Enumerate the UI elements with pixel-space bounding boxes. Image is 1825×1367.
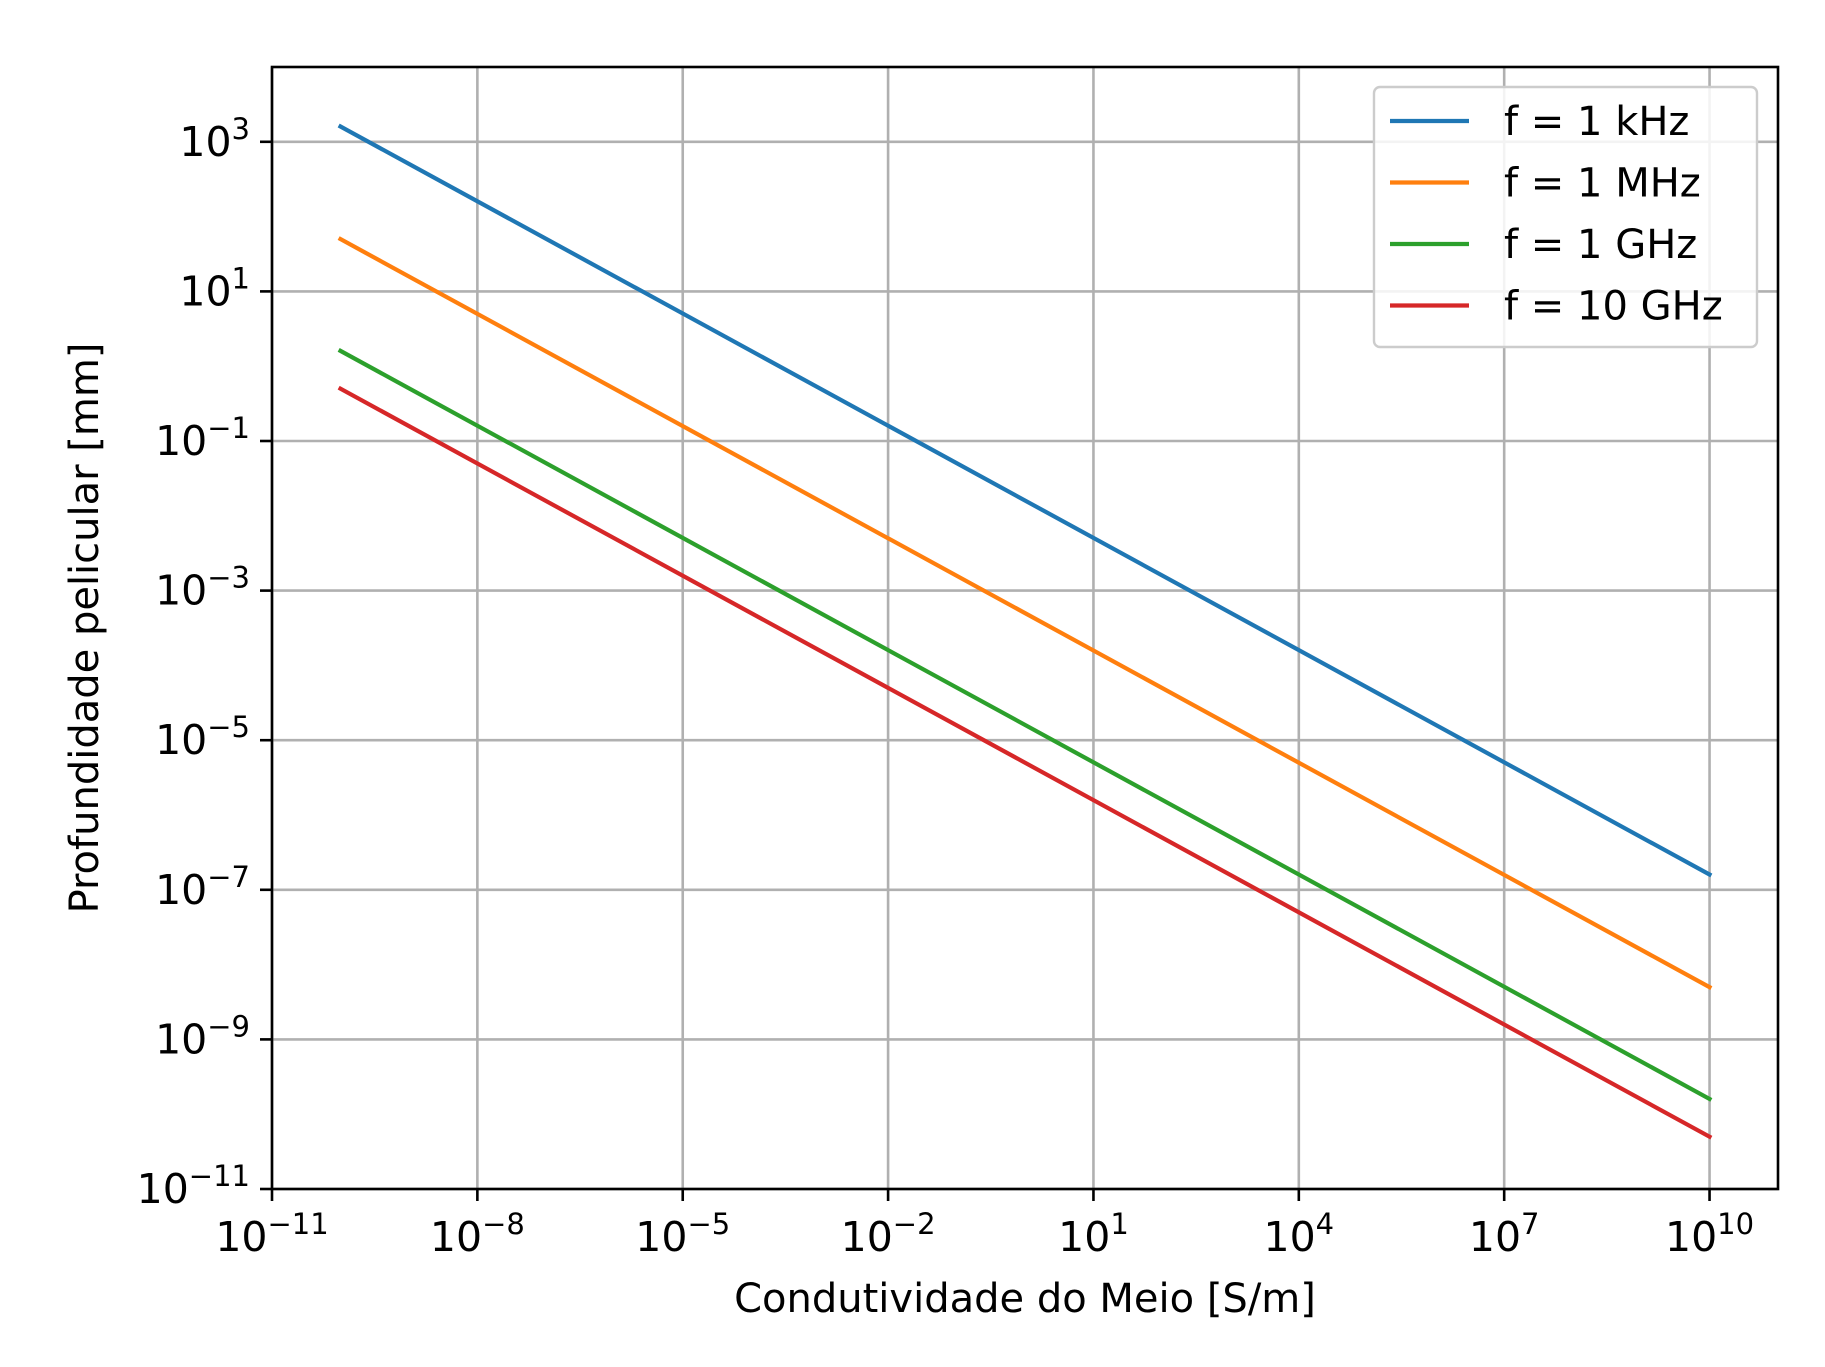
y-tick-exponent: −3 (207, 561, 250, 595)
x-tick-label: 10−2 (841, 1207, 936, 1261)
x-tick-exponent: −5 (687, 1207, 730, 1241)
y-tick-base: 10 (155, 716, 207, 764)
x-tick-exponent: 7 (1521, 1207, 1539, 1241)
x-tick-label: 10−5 (635, 1207, 730, 1261)
x-tick-label: 10−11 (215, 1207, 328, 1261)
x-tick-exponent: −8 (482, 1207, 525, 1241)
y-tick-base: 10 (179, 267, 231, 315)
x-tick-base: 10 (215, 1213, 267, 1261)
y-tick-exponent: −7 (207, 860, 250, 894)
x-tick-label: 107 (1469, 1207, 1540, 1261)
y-tick-base: 10 (179, 118, 231, 166)
y-tick-base: 10 (155, 1015, 207, 1063)
y-tick-exponent: −9 (207, 1009, 250, 1043)
series-line-3 (337, 348, 1713, 1102)
series-line-1 (337, 123, 1713, 878)
x-tick-base: 10 (841, 1213, 893, 1261)
y-tick-label: 103 (179, 112, 250, 166)
x-tick-label: 104 (1264, 1207, 1335, 1261)
x-tick-exponent: 4 (1316, 1207, 1334, 1241)
x-tick-exponent: 1 (1110, 1207, 1128, 1241)
y-tick-exponent: 3 (232, 112, 250, 146)
y-axis-label: Profundidade pelicular [mm] (62, 343, 108, 914)
legend-label: f = 10 GHz (1504, 284, 1723, 330)
y-tick-base: 10 (155, 567, 207, 615)
y-tick-exponent: −11 (189, 1159, 250, 1193)
legend-label: f = 1 kHz (1504, 99, 1689, 145)
y-tick-base: 10 (155, 417, 207, 465)
x-tick-exponent: 10 (1717, 1207, 1754, 1241)
legend-label: f = 1 MHz (1504, 161, 1701, 207)
y-tick-label: 10−11 (137, 1159, 250, 1213)
y-tick-label: 101 (179, 261, 250, 315)
y-tick-exponent: −5 (207, 710, 250, 744)
x-tick-base: 10 (635, 1213, 687, 1261)
x-tick-base: 10 (1665, 1213, 1717, 1261)
series-lines (337, 123, 1713, 1140)
grid (270, 67, 1778, 1191)
y-tick-label: 10−1 (155, 411, 250, 465)
y-tick-label: 10−5 (155, 710, 250, 764)
legend-label: f = 1 GHz (1504, 222, 1697, 268)
axis-ticks: 10−11 10−8 10−5 10−2 101 104 107 101010−1110−91… (137, 112, 1754, 1261)
series-line-2 (337, 236, 1713, 990)
y-tick-label: 10−3 (155, 561, 250, 615)
x-tick-label: 10−8 (430, 1207, 525, 1261)
legend: f = 1 kHz f = 1 MHz f = 1 GHz f = 10 GHz (1372, 85, 1759, 349)
y-tick-exponent: −1 (207, 411, 250, 445)
x-axis-label: Condutividade do Meio [S/m] (734, 1276, 1316, 1322)
x-tick-label: 1010 (1665, 1207, 1754, 1261)
x-tick-base: 10 (1469, 1213, 1521, 1261)
series-line-4 (337, 385, 1713, 1140)
y-tick-base: 10 (155, 866, 207, 914)
x-tick-base: 10 (430, 1213, 482, 1261)
legend-box (1372, 85, 1759, 349)
plot-frame (270, 65, 1780, 1191)
x-tick-label: 101 (1058, 1207, 1129, 1261)
y-tick-exponent: 1 (232, 261, 250, 295)
x-tick-base: 10 (1264, 1213, 1316, 1261)
x-tick-exponent: −11 (267, 1207, 328, 1241)
x-tick-exponent: −2 (893, 1207, 936, 1241)
y-tick-base: 10 (137, 1165, 189, 1213)
x-tick-base: 10 (1058, 1213, 1110, 1261)
y-tick-label: 10−7 (155, 860, 250, 914)
y-tick-label: 10−9 (155, 1009, 250, 1063)
